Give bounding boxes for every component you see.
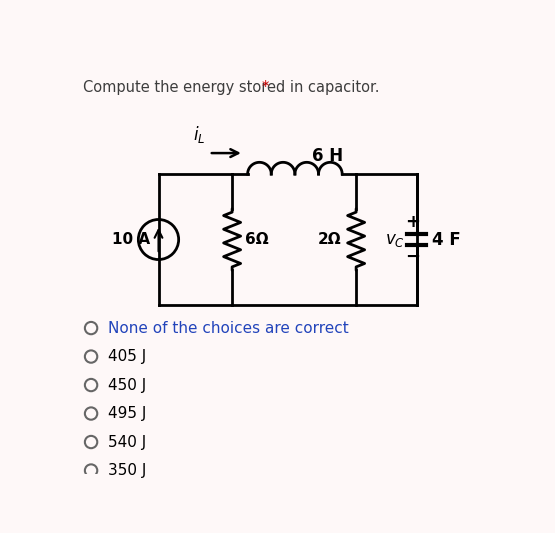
Text: 2Ω: 2Ω <box>317 232 341 247</box>
Text: 350 J: 350 J <box>108 463 147 478</box>
Text: 450 J: 450 J <box>108 377 147 392</box>
Text: 10 A: 10 A <box>112 232 150 247</box>
Text: 6Ω: 6Ω <box>245 232 268 247</box>
Text: +: + <box>405 213 420 231</box>
Text: $v_C$: $v_C$ <box>385 230 405 248</box>
Text: $i_L$: $i_L$ <box>193 124 205 146</box>
Text: None of the choices are correct: None of the choices are correct <box>108 320 349 336</box>
Text: 405 J: 405 J <box>108 349 147 364</box>
Text: −: − <box>405 248 420 266</box>
Text: 4 F: 4 F <box>432 230 461 248</box>
Text: *: * <box>261 80 269 95</box>
Text: 6 H: 6 H <box>312 147 343 165</box>
Text: Compute the energy stored in capacitor.: Compute the energy stored in capacitor. <box>83 80 380 95</box>
Text: 495 J: 495 J <box>108 406 147 421</box>
Text: 540 J: 540 J <box>108 434 147 449</box>
